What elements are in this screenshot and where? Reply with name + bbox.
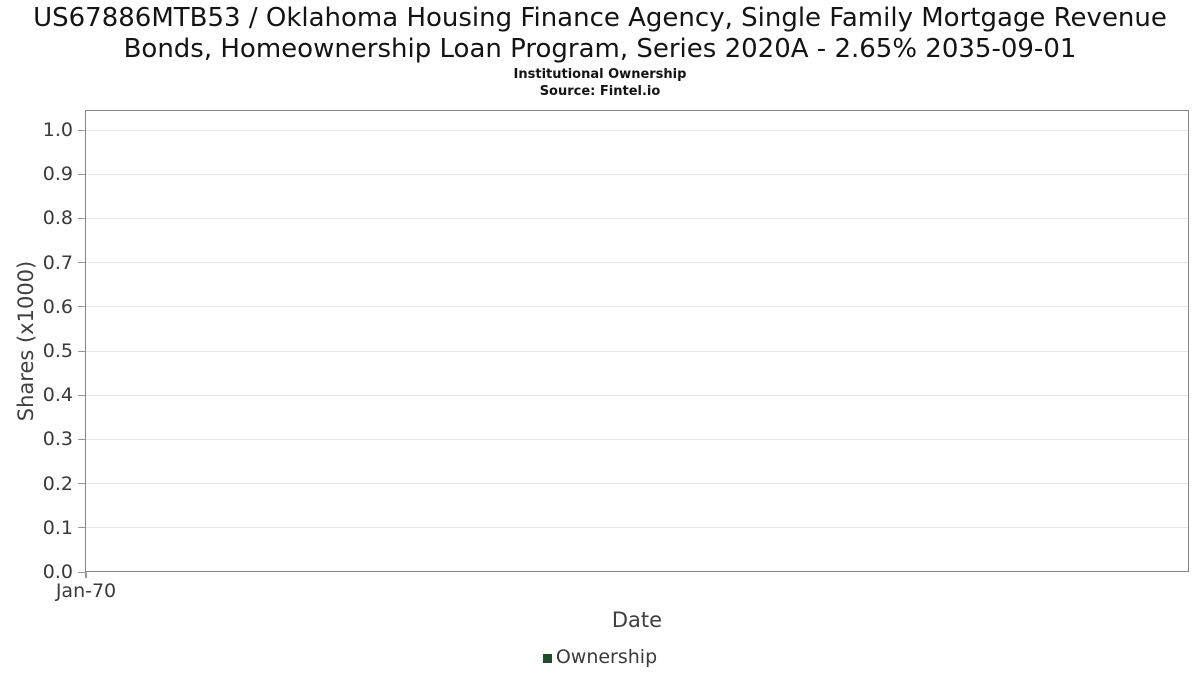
y-tick-label: 0.4 [42,384,73,407]
y-gridline [86,438,1188,440]
y-gridline [86,306,1188,308]
y-gridline [86,129,1188,131]
legend: Ownership [0,646,1200,668]
y-tick-mark [78,394,85,396]
chart-subtitle: Institutional Ownership [513,67,687,82]
y-tick-mark [78,262,85,264]
y-tick-label: 1.0 [42,119,73,141]
chart-source-credit: Source: Fintel.io [539,84,661,99]
y-gridline [86,217,1188,219]
y-gridline [86,394,1188,396]
y-gridline [86,173,1188,175]
y-tick-mark [78,217,85,219]
legend-swatch-ownership [542,653,552,663]
y-gridline [86,483,1188,485]
y-tick-label: 0.8 [42,207,73,230]
y-tick-mark [78,173,85,175]
y-tick-label: 0.6 [42,295,73,318]
y-gridline [86,350,1188,352]
y-tick-mark [78,483,85,485]
y-tick-label: 0.7 [42,251,73,274]
x-tick-label: Jan-70 [55,580,117,602]
y-tick-mark [78,438,85,440]
y-tick-mark [78,350,85,352]
legend-label-ownership[interactable]: Ownership [555,646,658,668]
y-tick-mark [78,129,85,131]
y-gridline [86,262,1188,264]
x-axis-title: Date [611,608,663,632]
y-tick-label: 0.3 [42,428,73,451]
y-gridline [86,527,1188,529]
y-tick-label: 0.2 [42,472,73,495]
x-tick-mark [85,572,87,578]
chart-title: US67886MTB53 / Oklahoma Housing Finance … [33,3,1167,64]
y-tick-label: 0.1 [42,516,73,539]
plot-area [85,110,1189,572]
y-tick-label: 0.0 [42,561,73,583]
y-tick-label: 0.5 [42,340,73,362]
y-tick-mark [78,571,85,573]
y-tick-label: 0.9 [42,163,73,186]
y-tick-mark [78,306,85,308]
y-tick-mark [78,527,85,529]
